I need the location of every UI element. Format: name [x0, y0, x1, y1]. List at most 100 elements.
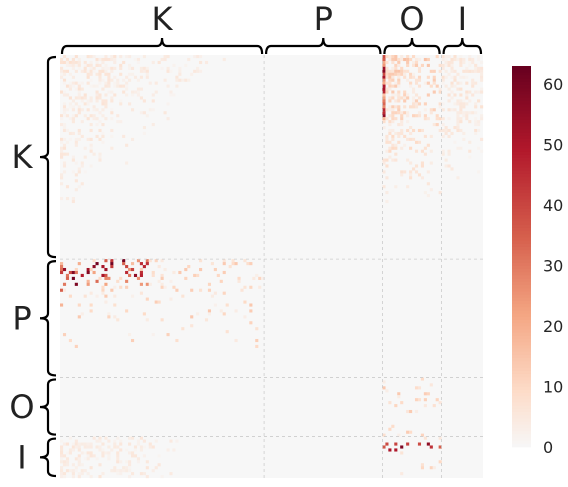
heatmap-cell: [394, 84, 398, 88]
heatmap-background: [60, 55, 483, 478]
heatmap-cell: [60, 454, 64, 458]
heatmap-cell: [60, 140, 64, 144]
heatmap-cell: [163, 57, 167, 62]
heatmap-cell: [89, 309, 93, 313]
heatmap-cell: [142, 69, 146, 73]
heatmap-cell: [210, 262, 214, 266]
heatmap-cell: [385, 164, 389, 168]
heatmap-cell: [412, 87, 416, 91]
heatmap-cell: [382, 170, 386, 174]
heatmap-cell: [142, 55, 146, 59]
heatmap-cell: [128, 78, 132, 82]
heatmap-cell: [397, 57, 401, 62]
heatmap-cell: [471, 81, 475, 85]
heatmap-cell: [98, 69, 102, 73]
heatmap-cell: [62, 146, 67, 150]
heatmap-cell: [193, 69, 197, 73]
heatmap-cell: [86, 69, 90, 73]
heatmap-cell: [128, 66, 132, 70]
heatmap-cell: [382, 72, 386, 76]
colorbar-segment: [512, 386, 531, 391]
heatmap-cell: [95, 99, 99, 103]
heatmap-cell: [459, 128, 463, 133]
colorbar-segment: [512, 237, 531, 242]
heatmap-cell: [417, 84, 422, 88]
colorbar-segment: [512, 281, 531, 286]
heatmap-cell: [107, 276, 111, 280]
heatmap-cell: [417, 96, 422, 100]
heatmap-cell: [139, 262, 143, 266]
heatmap-cell: [391, 158, 395, 162]
heatmap-cell: [394, 81, 398, 85]
heatmap-cell: [423, 392, 427, 396]
heatmap-cell: [89, 466, 93, 470]
heatmap-cell: [397, 134, 401, 138]
colorbar-tick-label: 20: [543, 317, 563, 336]
heatmap-cell: [77, 111, 81, 115]
heatmap-cell: [385, 117, 389, 121]
heatmap-cell: [119, 63, 123, 67]
heatmap-cell: [417, 128, 422, 133]
heatmap-cell: [157, 463, 161, 467]
heatmap-cell: [391, 105, 395, 109]
heatmap-cell: [107, 315, 111, 319]
heatmap-cell: [104, 84, 108, 88]
heatmap-cell: [128, 442, 132, 446]
heatmap-cell: [62, 72, 67, 76]
heatmap-cell: [462, 75, 466, 79]
heatmap-cell: [65, 457, 70, 461]
heatmap-cell: [101, 87, 105, 91]
heatmap-cell: [65, 108, 70, 112]
heatmap-cell: [382, 158, 386, 162]
heatmap-cell: [142, 99, 146, 103]
heatmap-cell: [113, 466, 117, 470]
heatmap-cell: [160, 276, 164, 280]
heatmap-cell: [414, 93, 419, 97]
heatmap-cell: [465, 102, 469, 106]
heatmap-cell: [477, 128, 481, 133]
heatmap-cell: [74, 81, 78, 85]
heatmap-cell: [86, 81, 90, 85]
heatmap-cell: [68, 105, 72, 109]
heatmap-cell: [414, 140, 419, 144]
heatmap-cell: [95, 445, 99, 449]
heatmap-cell: [468, 63, 472, 67]
heatmap-cell: [122, 60, 126, 65]
colorbar-segment: [512, 151, 531, 156]
heatmap-cell: [62, 137, 67, 141]
heatmap-cell: [71, 170, 75, 174]
heatmap-cell: [420, 161, 424, 165]
heatmap-cell: [207, 282, 212, 286]
row-block-label-p: P: [12, 299, 31, 337]
heatmap-cell: [71, 276, 75, 280]
colorbar-segment: [512, 310, 531, 315]
heatmap-cell: [477, 123, 481, 127]
heatmap-cell: [388, 57, 392, 62]
heatmap-cell: [113, 442, 117, 446]
heatmap-cell: [133, 448, 138, 452]
heatmap-cell: [98, 448, 102, 452]
heatmap-cell: [417, 111, 422, 115]
heatmap-cell: [110, 262, 114, 266]
heatmap-cell: [119, 460, 123, 464]
heatmap-cell: [107, 78, 111, 82]
heatmap-cell: [187, 265, 191, 269]
heatmap-cell: [104, 105, 108, 109]
colorbar-segment: [512, 94, 531, 99]
heatmap-cell: [86, 102, 90, 106]
heatmap-cell: [397, 72, 401, 76]
heatmap-cell: [145, 69, 149, 73]
heatmap-cell: [77, 63, 81, 67]
heatmap-cell: [397, 60, 401, 65]
heatmap-cell: [388, 105, 392, 109]
heatmap-cell: [133, 57, 138, 62]
heatmap-cell: [172, 93, 176, 97]
heatmap-cell: [122, 259, 126, 263]
heatmap-cell: [403, 96, 407, 100]
heatmap-cell: [420, 466, 424, 470]
heatmap-cell: [136, 460, 141, 464]
heatmap-cell: [110, 146, 114, 150]
heatmap-cell: [86, 55, 90, 59]
heatmap-cell: [107, 72, 111, 76]
heatmap-cell: [406, 137, 410, 141]
